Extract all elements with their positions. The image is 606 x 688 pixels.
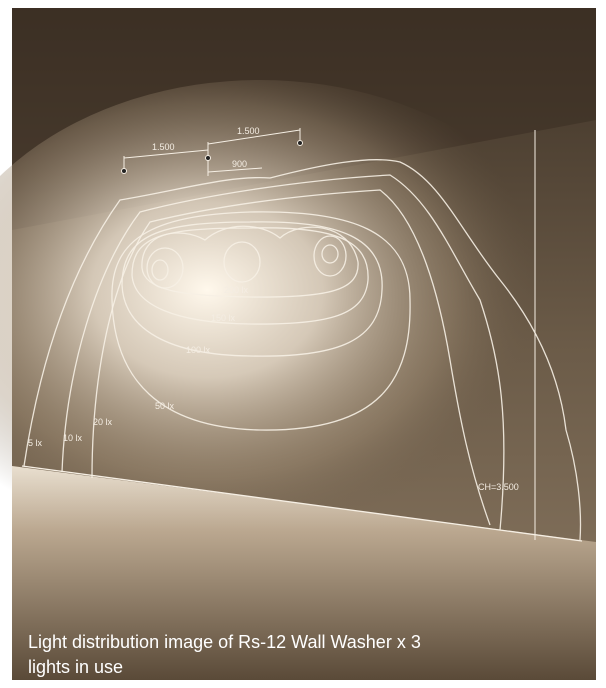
- contours: [23, 159, 582, 541]
- contour-label: 20 lx: [93, 417, 113, 427]
- contour-peak: [151, 259, 169, 281]
- contour-peak: [321, 244, 339, 264]
- contour-200: [141, 225, 359, 298]
- contour-10: [61, 174, 505, 531]
- contour-label: 200 lx: [224, 285, 249, 295]
- luminaire: [297, 140, 303, 146]
- contour-5: [23, 159, 582, 541]
- luminaire: [121, 168, 127, 174]
- contour-label: 50 lx: [155, 401, 175, 411]
- floor: [12, 466, 596, 680]
- contour-100: [121, 221, 383, 357]
- dimension-label: 900: [232, 159, 247, 169]
- contour-peak: [146, 247, 184, 289]
- dimensions: [121, 128, 536, 540]
- contour-label: 5 lx: [28, 438, 43, 448]
- caption-line: Light distribution image of Rs-12 Wall W…: [28, 632, 421, 652]
- photo: 1.500 1.500 900 200 lx 150 lx 100 lx 50 …: [0, 8, 596, 680]
- contour-label: 100 lx: [186, 345, 211, 355]
- dimension-label: 1.500: [152, 142, 175, 152]
- caption-line: lights in use: [28, 657, 123, 677]
- dimension-line: [207, 167, 263, 173]
- ceiling-height-label: CH=3.500: [478, 482, 519, 492]
- light-glow: [0, 80, 590, 580]
- wall-base-line: [21, 465, 583, 542]
- contour-label: 150 lx: [211, 313, 236, 323]
- contour-peak: [313, 235, 347, 277]
- dimension-label: 1.500: [237, 126, 260, 136]
- contour-50: [111, 211, 411, 431]
- contour-150: [131, 227, 369, 325]
- dimension-line: [123, 149, 209, 159]
- contour-20: [91, 189, 491, 526]
- contour-label: 10 lx: [63, 433, 83, 443]
- contour-peak: [223, 241, 261, 283]
- luminaire: [205, 155, 211, 161]
- dimension-line: [207, 129, 301, 145]
